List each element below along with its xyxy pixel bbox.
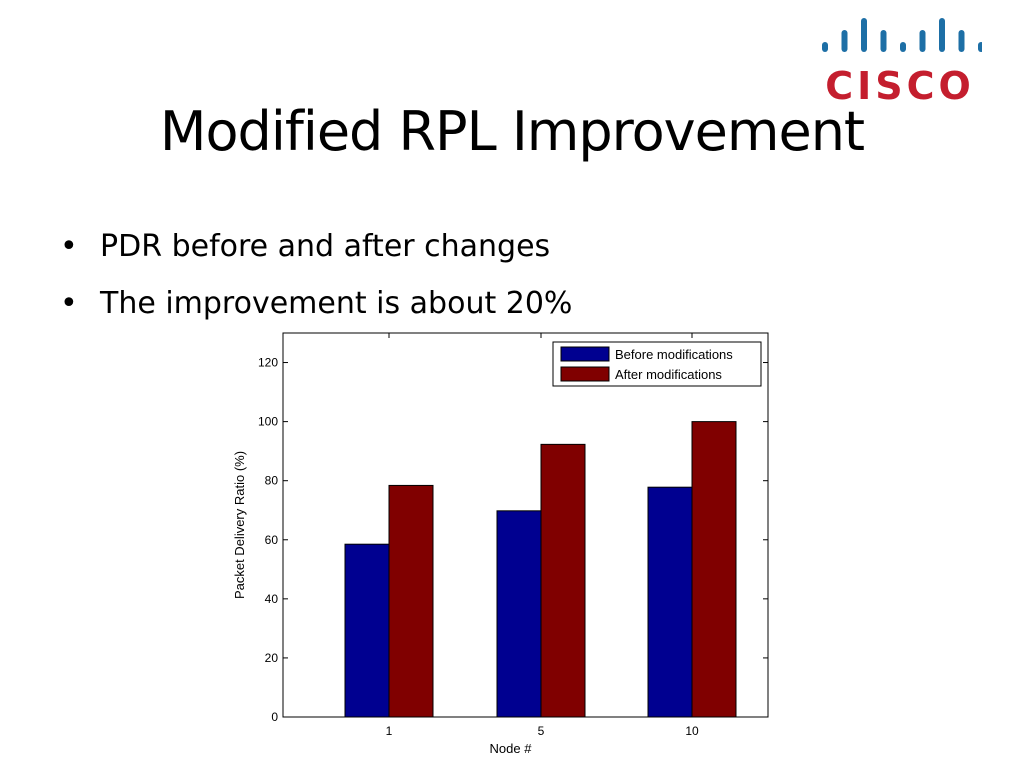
logo-bar xyxy=(841,30,848,52)
x-axis-label: Node # xyxy=(490,741,533,756)
legend-label: After modifications xyxy=(615,367,722,382)
logo-bar xyxy=(939,18,945,52)
bullet-text: The improvement is about 20% xyxy=(100,286,573,321)
bar-before-5 xyxy=(496,510,542,718)
cisco-logo-icon xyxy=(822,18,984,52)
bar-before-10 xyxy=(647,486,693,718)
y-tick-label: 100 xyxy=(258,415,278,429)
logo-bar xyxy=(880,30,887,52)
y-tick-label: 60 xyxy=(265,533,279,547)
logo-wordmark: CISCO xyxy=(825,64,975,108)
bullet-item: • The improvement is about 20% xyxy=(60,281,572,338)
bullet-dot-icon: • xyxy=(60,229,78,264)
y-tick-label: 40 xyxy=(265,592,279,606)
bullet-text: PDR before and after changes xyxy=(100,229,551,264)
bar-chart: 0 20 40 60 80 100 120 1 5 10 Node # Packet Delivery… xyxy=(225,330,775,768)
logo-bar xyxy=(900,42,906,52)
logo-bar xyxy=(822,42,828,52)
x-tick-label: 1 xyxy=(386,724,393,738)
x-tick-label: 10 xyxy=(685,724,699,738)
y-axis-label: Packet Delivery Ratio (%) xyxy=(232,451,247,599)
y-tick-label: 120 xyxy=(258,356,278,370)
logo-bar xyxy=(919,30,926,52)
slide-title: Modified RPL Improvement xyxy=(159,100,865,163)
logo-bar xyxy=(861,18,867,52)
bullet-item: • PDR before and after changes xyxy=(60,224,572,281)
legend-swatch xyxy=(560,346,610,362)
x-tick-label: 5 xyxy=(538,724,545,738)
bar-after-5 xyxy=(540,443,586,718)
logo-bar xyxy=(958,30,965,52)
legend: Before modifications After modifications xyxy=(552,341,762,387)
bullet-list: • PDR before and after changes • The imp… xyxy=(60,224,572,338)
legend-swatch xyxy=(560,366,610,382)
y-tick-label: 0 xyxy=(271,710,278,724)
y-tick-label: 80 xyxy=(265,474,279,488)
bar-before-1 xyxy=(344,543,390,718)
bar-after-10 xyxy=(691,421,737,718)
cisco-logo: CISCO xyxy=(818,14,984,108)
logo-bar xyxy=(978,42,984,52)
bullet-dot-icon: • xyxy=(60,286,78,321)
y-tick-label: 20 xyxy=(265,651,279,665)
legend-label: Before modifications xyxy=(615,347,733,362)
bar-after-1 xyxy=(388,484,434,718)
